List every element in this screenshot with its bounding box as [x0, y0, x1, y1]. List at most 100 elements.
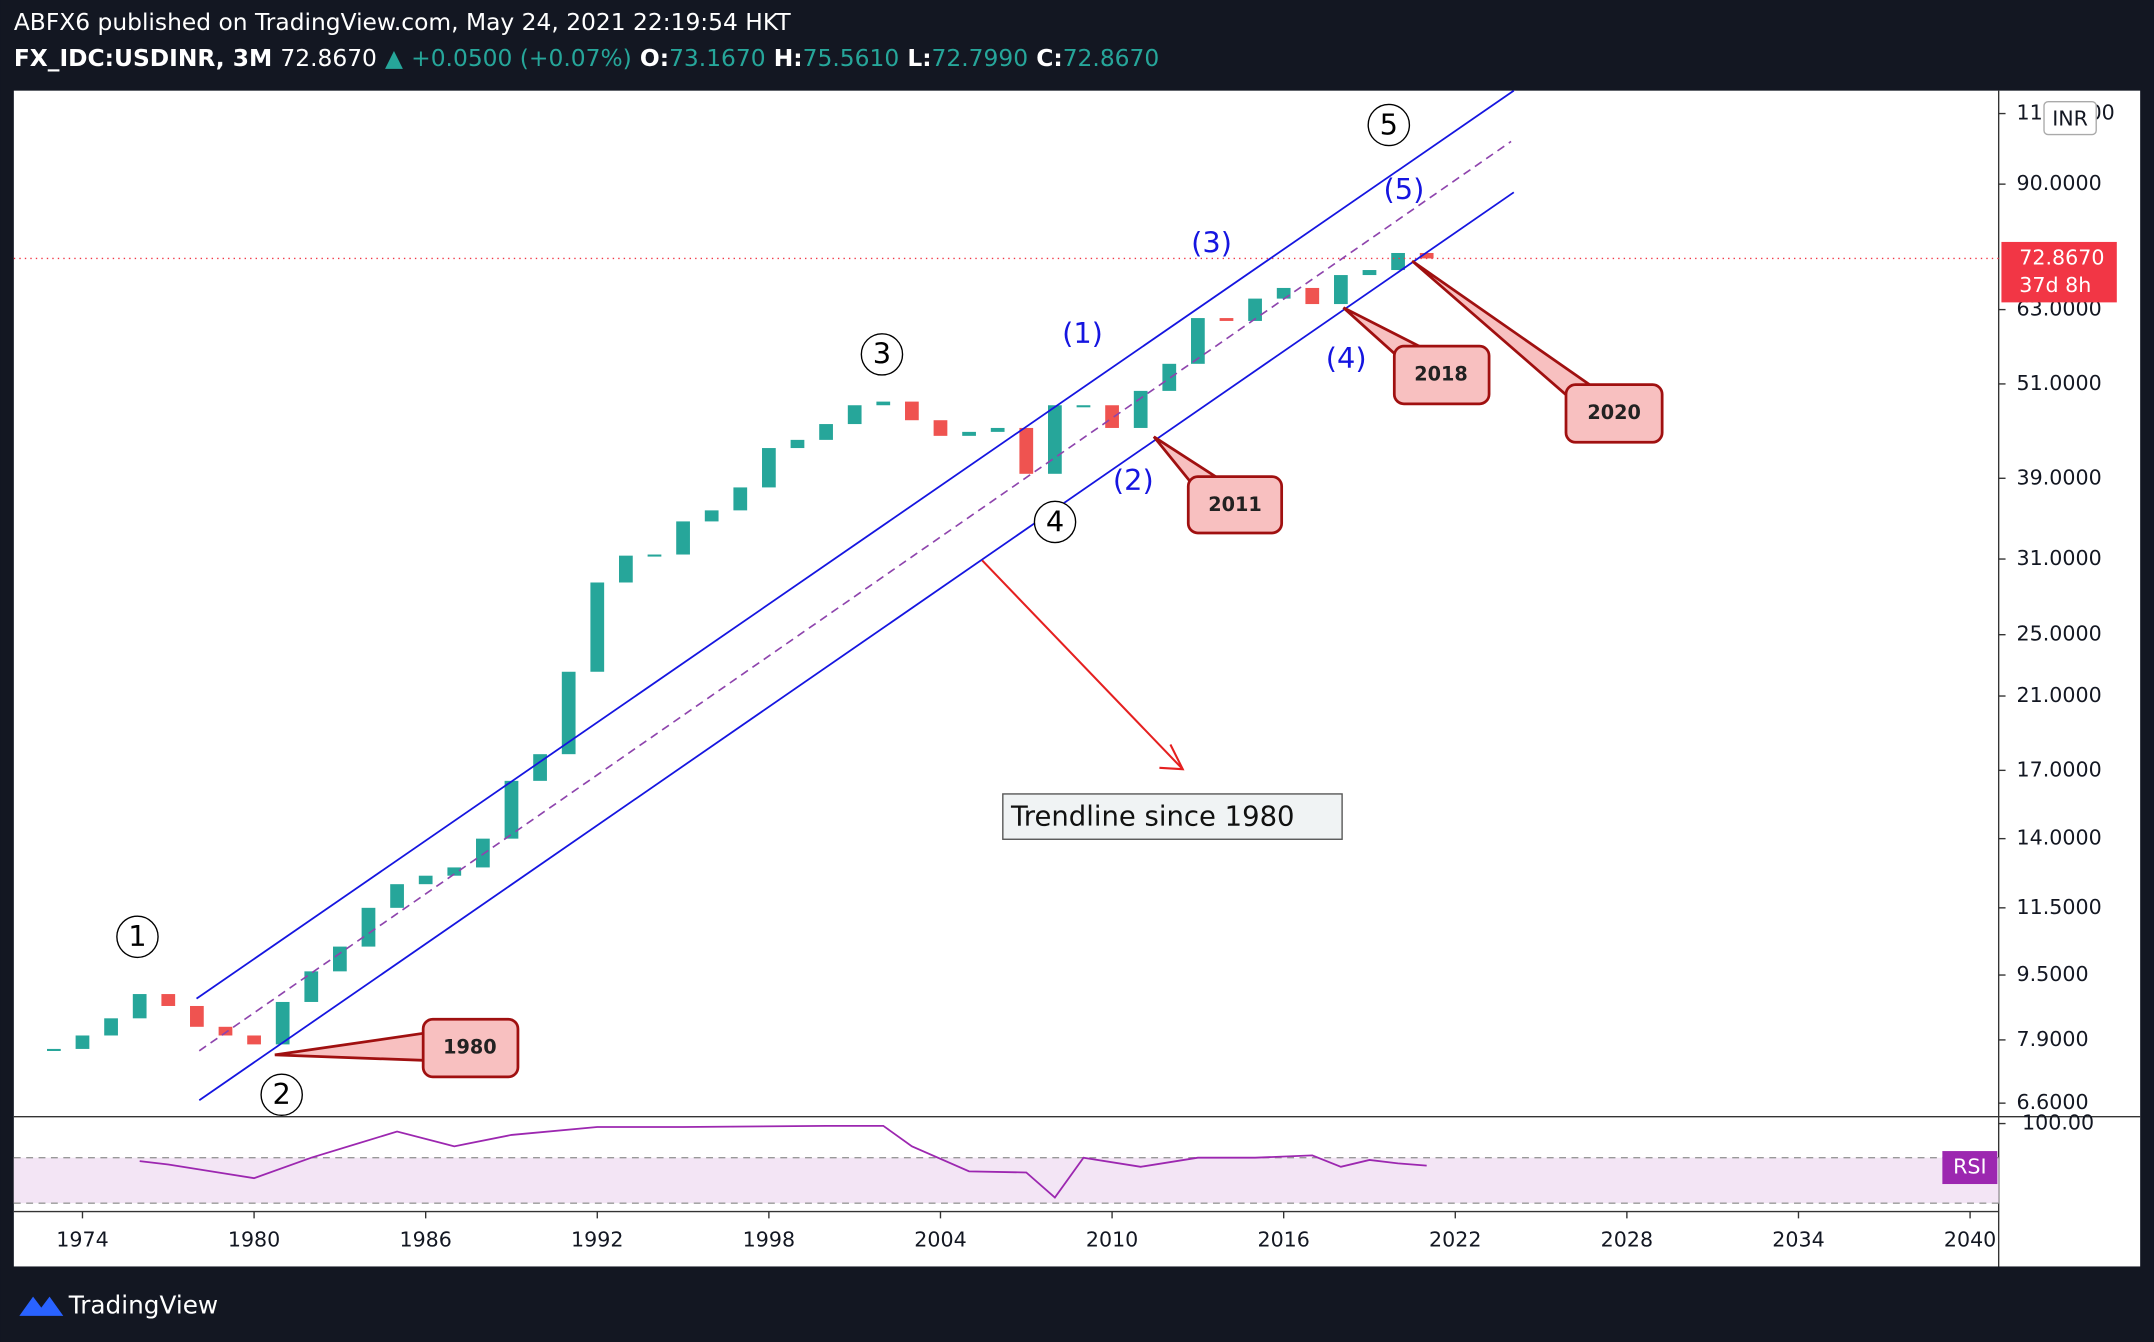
currency-badge[interactable] — [2043, 100, 2097, 136]
y-tick-label: 11.5000 — [2017, 895, 2102, 919]
candle — [933, 420, 948, 436]
candle — [418, 875, 433, 885]
wave-circle — [1367, 103, 1411, 147]
rsi-pane: 100.00 — [13, 1111, 2094, 1204]
candle — [1391, 252, 1405, 271]
x-tick-label: 2004 — [914, 1227, 966, 1251]
rsi-badge — [1942, 1151, 1998, 1185]
callout-box — [1392, 344, 1491, 406]
candle — [361, 907, 376, 947]
candle — [104, 1018, 118, 1036]
x-tick-label: 1992 — [571, 1227, 623, 1251]
open-label: O: — [640, 44, 669, 72]
candle — [876, 401, 891, 406]
low: 72.7990 — [932, 44, 1029, 72]
note: Trendline since 1980 — [1010, 801, 1294, 832]
price: 72.8670 — [280, 44, 377, 72]
candle — [561, 671, 576, 755]
candle — [819, 424, 833, 440]
subwave: (5) — [1383, 172, 1424, 206]
y-tick-label: 6.6000 — [2017, 1090, 2089, 1114]
x-tick-label: 2028 — [1601, 1227, 1653, 1251]
arrow: ▲ — [385, 44, 403, 72]
candle — [619, 555, 633, 583]
subwave: (2) — [1113, 463, 1154, 497]
candle — [1219, 318, 1234, 321]
candle — [247, 1035, 261, 1045]
countdown: 37d 8h — [2019, 273, 2091, 297]
wave: 4 — [1046, 504, 1064, 538]
wave: 3 — [873, 337, 891, 371]
high: 75.5610 — [803, 44, 900, 72]
chart-panel — [13, 90, 2141, 1267]
wave: 1 — [128, 919, 146, 953]
subwave: (4) — [1326, 341, 1367, 375]
x-tick-label: 2040 — [1944, 1227, 1996, 1251]
callout-box — [1564, 383, 1664, 444]
y-tick-label: 9.5000 — [2017, 962, 2089, 986]
subwave: (1) — [1062, 316, 1103, 350]
logo — [19, 1296, 64, 1316]
candle — [132, 994, 147, 1019]
wave-circle — [116, 915, 159, 959]
candle — [333, 946, 347, 972]
candle — [1019, 427, 1034, 474]
candle — [1133, 390, 1148, 428]
candle — [990, 427, 1005, 432]
callout-label: 2020 — [1587, 401, 1641, 424]
candle — [190, 1005, 204, 1027]
wave: 5 — [1380, 107, 1398, 141]
callout-box — [1186, 475, 1284, 535]
y-tick-label: 7.9000 — [2017, 1027, 2089, 1051]
candle — [304, 971, 319, 1002]
open: 73.1670 — [669, 44, 766, 72]
close: 72.8670 — [1063, 44, 1160, 72]
candle — [1362, 270, 1377, 276]
drawings: Trendline since 1980 — [196, 89, 1515, 1101]
y-tick-label: 14.0000 — [2017, 826, 2102, 850]
candle — [1162, 363, 1177, 391]
candle — [47, 1048, 61, 1051]
candle — [1048, 405, 1062, 474]
candle — [1419, 252, 1434, 259]
candle — [1191, 318, 1205, 364]
channel-mid — [198, 140, 1512, 1052]
callout-label: 2011 — [1208, 493, 1262, 516]
low-label: L: — [907, 44, 931, 72]
candle — [218, 1026, 233, 1036]
candle — [75, 1035, 90, 1049]
channel-lower — [198, 191, 1515, 1101]
candle — [704, 510, 719, 522]
callouts — [274, 259, 1664, 1079]
candle — [275, 1001, 290, 1045]
wave-circle — [260, 1073, 303, 1117]
candle — [1276, 287, 1291, 299]
wave-circle — [1033, 500, 1077, 544]
candle — [504, 780, 519, 839]
close-label: C: — [1036, 44, 1062, 72]
y-tick-label: 100.00 — [2022, 1111, 2094, 1135]
callout-box — [421, 1017, 520, 1079]
y-tick-label: 39.0000 — [2017, 465, 2102, 489]
channel-upper — [196, 89, 1515, 1000]
candle — [733, 487, 748, 511]
note-box — [1002, 793, 1343, 840]
x-tick-label: 2034 — [1772, 1227, 1824, 1251]
candle — [533, 754, 547, 781]
currency: INR — [2052, 107, 2088, 131]
rsi-name: RSI — [1953, 1155, 1986, 1179]
candle — [647, 554, 662, 557]
candle — [161, 994, 176, 1006]
rsi-band — [13, 1157, 1999, 1204]
arrow — [981, 559, 1184, 770]
candle — [962, 431, 976, 436]
candle — [1105, 405, 1119, 428]
candle — [1334, 275, 1348, 305]
x-tick-label: 2016 — [1257, 1227, 1309, 1251]
high-label: H: — [774, 44, 803, 72]
candle — [1248, 298, 1262, 321]
candle — [762, 448, 776, 488]
candle — [905, 401, 919, 421]
x-tick-label: 1998 — [743, 1227, 795, 1251]
